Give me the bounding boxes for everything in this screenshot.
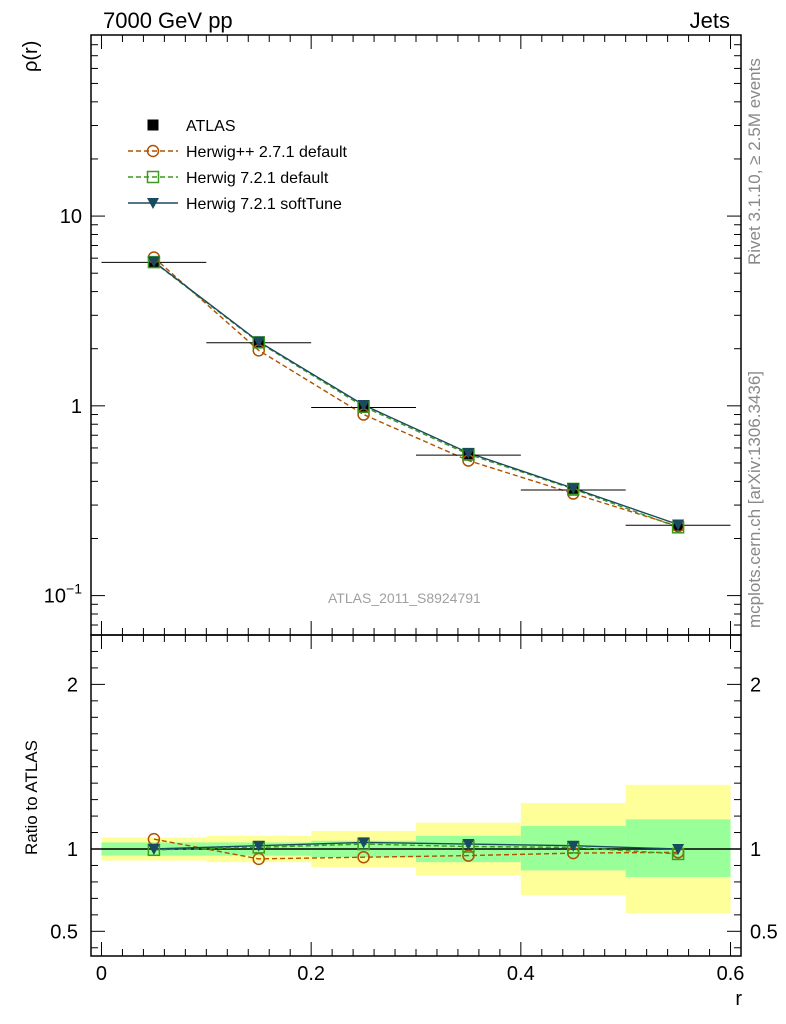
analysis-watermark: ATLAS_2011_S8924791 — [328, 590, 481, 606]
series-line-herwigpp — [153, 256, 679, 527]
data-point-herwig_soft — [147, 844, 160, 855]
legend-marker-herwigpp — [146, 144, 160, 158]
plot-title-left: 7000 GeV pp — [103, 8, 233, 33]
ratio-y-tick-label-right: 1 — [750, 839, 761, 861]
data-point-herwig_soft — [462, 839, 475, 851]
main-y-tick-label: 10 — [60, 206, 82, 228]
data-point-herwig_soft — [357, 400, 370, 412]
data-point-herwig_soft — [672, 519, 685, 531]
data-point-herwigpp — [357, 850, 370, 864]
plot-title-right: Jets — [689, 8, 730, 33]
data-point-herwig_soft — [252, 336, 265, 348]
ratio-y-tick-label-right: 2 — [750, 674, 761, 696]
x-tick-label: 0 — [96, 963, 107, 985]
data-point-herwig_soft — [672, 844, 685, 855]
legend-label-atlas: ATLAS — [186, 118, 236, 135]
series-line-herwig_soft — [153, 841, 679, 850]
data-point-herwig_soft — [357, 837, 370, 849]
main-y-tick-label: 10−1 — [44, 581, 82, 608]
data-point-herwig_soft — [462, 447, 475, 459]
legend-label-herwig_soft: Herwig 7.2.1 softTune — [186, 196, 342, 213]
ratio-y-tick-label: 2 — [67, 674, 78, 696]
x-axis-label: r — [735, 988, 742, 1010]
legend-label-herwig_default: Herwig 7.2.1 default — [186, 170, 329, 187]
series-line-herwig_default — [153, 261, 679, 528]
data-point-herwig_soft — [567, 483, 580, 495]
legend-label-herwigpp: Herwig++ 2.7.1 default — [186, 144, 348, 161]
data-point-herwig_soft — [147, 256, 160, 268]
legend-marker-herwig_default — [146, 170, 160, 184]
legend-marker-atlas — [147, 119, 159, 131]
legend-marker-herwig_soft — [147, 198, 159, 209]
data-point-herwigpp — [462, 849, 475, 862]
ratio-y-tick-label: 1 — [67, 839, 78, 861]
ratio-y-tick-label: 0.5 — [50, 921, 78, 943]
data-point-herwig_soft — [567, 840, 580, 852]
x-tick-label: 0.2 — [297, 963, 325, 985]
series-line-herwig_soft — [153, 261, 679, 526]
series-line-herwig_default — [153, 843, 679, 855]
ratio-y-tick-label-right: 0.5 — [750, 921, 778, 943]
main-y-tick-label: 1 — [71, 396, 82, 418]
x-tick-label: 0.4 — [507, 963, 535, 985]
x-tick-label: 0.6 — [717, 963, 745, 985]
data-point-herwig_soft — [252, 840, 265, 852]
series-line-herwigpp — [153, 838, 679, 860]
